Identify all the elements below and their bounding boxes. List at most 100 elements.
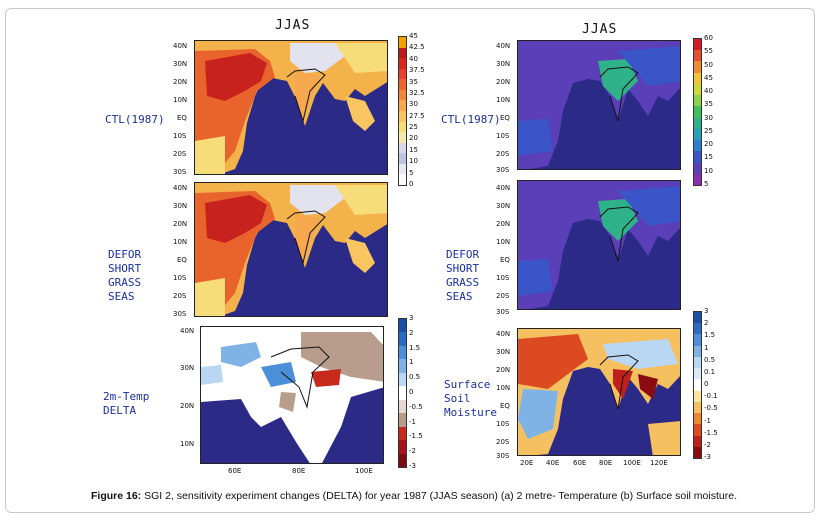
- colorbar-segment: [694, 151, 701, 164]
- colorbar-segment: [399, 37, 406, 49]
- colorbar-segment: [399, 399, 406, 414]
- colorbar-segment: [694, 446, 701, 459]
- colorbar-segment: [694, 50, 701, 62]
- colorbar-segment: [399, 413, 406, 428]
- colorbar-tick-label: 0.5: [704, 355, 716, 364]
- colorbar-tick-label: 1.5: [409, 343, 421, 352]
- lat-tick: 10S: [496, 274, 510, 282]
- colorbar-segment: [399, 163, 406, 175]
- right-row-label-defor: DEFOR SHORT GRASS SEAS: [446, 248, 480, 303]
- right-row-label-moisture: Surface Soil Moisture: [444, 378, 497, 419]
- colorbar-segment: [399, 359, 406, 374]
- colorbar-tick-label: 2: [704, 319, 709, 328]
- colorbar-tick-label: 0: [409, 180, 414, 188]
- lon-tick: 100E: [623, 459, 641, 467]
- lon-tick: 20E: [520, 459, 534, 467]
- lat-tick: 10S: [496, 420, 510, 428]
- colorbar-segment: [399, 345, 406, 360]
- colorbar-tick-label: 25: [704, 126, 713, 135]
- colorbar-segment: [694, 379, 701, 392]
- colorbar-tick-label: 0.5: [409, 373, 421, 382]
- colorbar-tick-label: 3: [704, 307, 709, 315]
- colorbar-tick-label: 0: [409, 388, 414, 396]
- colorbar-tick-label: 55: [704, 47, 713, 56]
- left-row-label-defor: DEFOR SHORT GRASS SEAS: [108, 248, 142, 303]
- lat-tick: 40N: [173, 184, 188, 192]
- lon-tick: 60E: [573, 459, 587, 467]
- colorbar-segment: [694, 368, 701, 380]
- colorbar-segment: [694, 334, 701, 347]
- colorbar-segment: [399, 121, 406, 133]
- map-defor-soil-moisture: [517, 180, 681, 310]
- colorbar-segment: [694, 413, 701, 425]
- lat-tick: 20N: [496, 220, 511, 228]
- lat-tick: 40N: [180, 327, 195, 335]
- lat-tick: 10S: [173, 132, 187, 140]
- left-row-label-delta: 2m-Temp DELTA: [103, 390, 150, 417]
- colorbar-segment: [694, 312, 701, 324]
- colorbar-tick-label: 40: [409, 54, 418, 63]
- lat-tick: 40N: [173, 42, 188, 50]
- colorbar-tick-label: -1: [409, 417, 416, 426]
- lat-tick: 20S: [496, 438, 510, 446]
- lat-tick: 30S: [496, 308, 510, 316]
- lat-tick: 20S: [496, 150, 510, 158]
- lat-tick: 10S: [496, 132, 510, 140]
- lat-tick: 20N: [173, 220, 188, 228]
- colorbar-segment: [399, 111, 406, 123]
- colorbar-tick-label: 3: [409, 314, 414, 322]
- lat-tick: 20N: [173, 78, 188, 86]
- map-ctl-soil-moisture: [517, 40, 681, 170]
- lat-tick: EQ: [500, 114, 510, 122]
- colorbar-tick-label: 20: [409, 134, 418, 143]
- colorbar-segment: [399, 89, 406, 101]
- lat-tick: 40N: [496, 42, 511, 50]
- lat-tick: EQ: [177, 114, 187, 122]
- lat-tick: 30N: [496, 202, 511, 210]
- colorbar-segment: [399, 174, 406, 186]
- colorbar-tick-label: 15: [704, 153, 713, 162]
- colorbar-segment: [694, 390, 701, 403]
- lat-tick: 10N: [173, 96, 188, 104]
- colorbar-segment: [694, 356, 701, 369]
- colorbar-segment: [399, 386, 406, 401]
- colorbar-segment: [399, 426, 406, 441]
- colorbar-tick-label: -1.5: [409, 432, 423, 441]
- colorbar-temperature: [398, 36, 407, 186]
- left-row-label-ctl: CTL(1987): [105, 113, 165, 126]
- colorbar-segment: [694, 128, 701, 141]
- colorbar-tick-label: 1.5: [704, 331, 716, 340]
- lat-tick: 40N: [496, 330, 511, 338]
- colorbar-tick-label: -2: [409, 447, 416, 456]
- colorbar-tick-label: 35: [409, 77, 418, 86]
- lat-tick: 30S: [496, 166, 510, 174]
- lon-tick: 80E: [599, 459, 613, 467]
- colorbar-temperature-delta: [398, 318, 407, 468]
- map-soil-moisture-delta: [517, 328, 681, 456]
- colorbar-soil-moisture-delta: [693, 311, 702, 459]
- colorbar-tick-label: 37.5: [409, 66, 425, 75]
- colorbar-tick-label: 0.1: [704, 367, 716, 376]
- colorbar-segment: [694, 95, 701, 107]
- right-row-label-ctl: CTL(1987): [441, 113, 501, 126]
- lon-tick: 80E: [292, 467, 306, 475]
- colorbar-tick-label: 42.5: [409, 43, 425, 52]
- lat-tick: 20N: [496, 78, 511, 86]
- colorbar-tick-label: 20: [704, 140, 713, 149]
- lat-tick: EQ: [177, 256, 187, 264]
- colorbar-segment: [399, 142, 406, 154]
- colorbar-segment: [694, 140, 701, 152]
- lat-tick: 10N: [180, 440, 195, 448]
- lat-tick: 10N: [496, 238, 511, 246]
- colorbar-tick-label: -1.5: [704, 428, 718, 437]
- lat-tick: 20S: [496, 292, 510, 300]
- colorbar-tick-label: -0.5: [704, 404, 718, 413]
- lat-tick: 30S: [173, 310, 187, 318]
- colorbar-tick-label: 10: [409, 157, 418, 166]
- colorbar-segment: [694, 401, 701, 414]
- map-ctl-temperature: [194, 40, 388, 175]
- colorbar-tick-label: 0: [704, 380, 709, 388]
- colorbar-tick-label: 50: [704, 60, 713, 69]
- colorbar-segment: [694, 424, 701, 437]
- colorbar-tick-label: -2: [704, 440, 711, 449]
